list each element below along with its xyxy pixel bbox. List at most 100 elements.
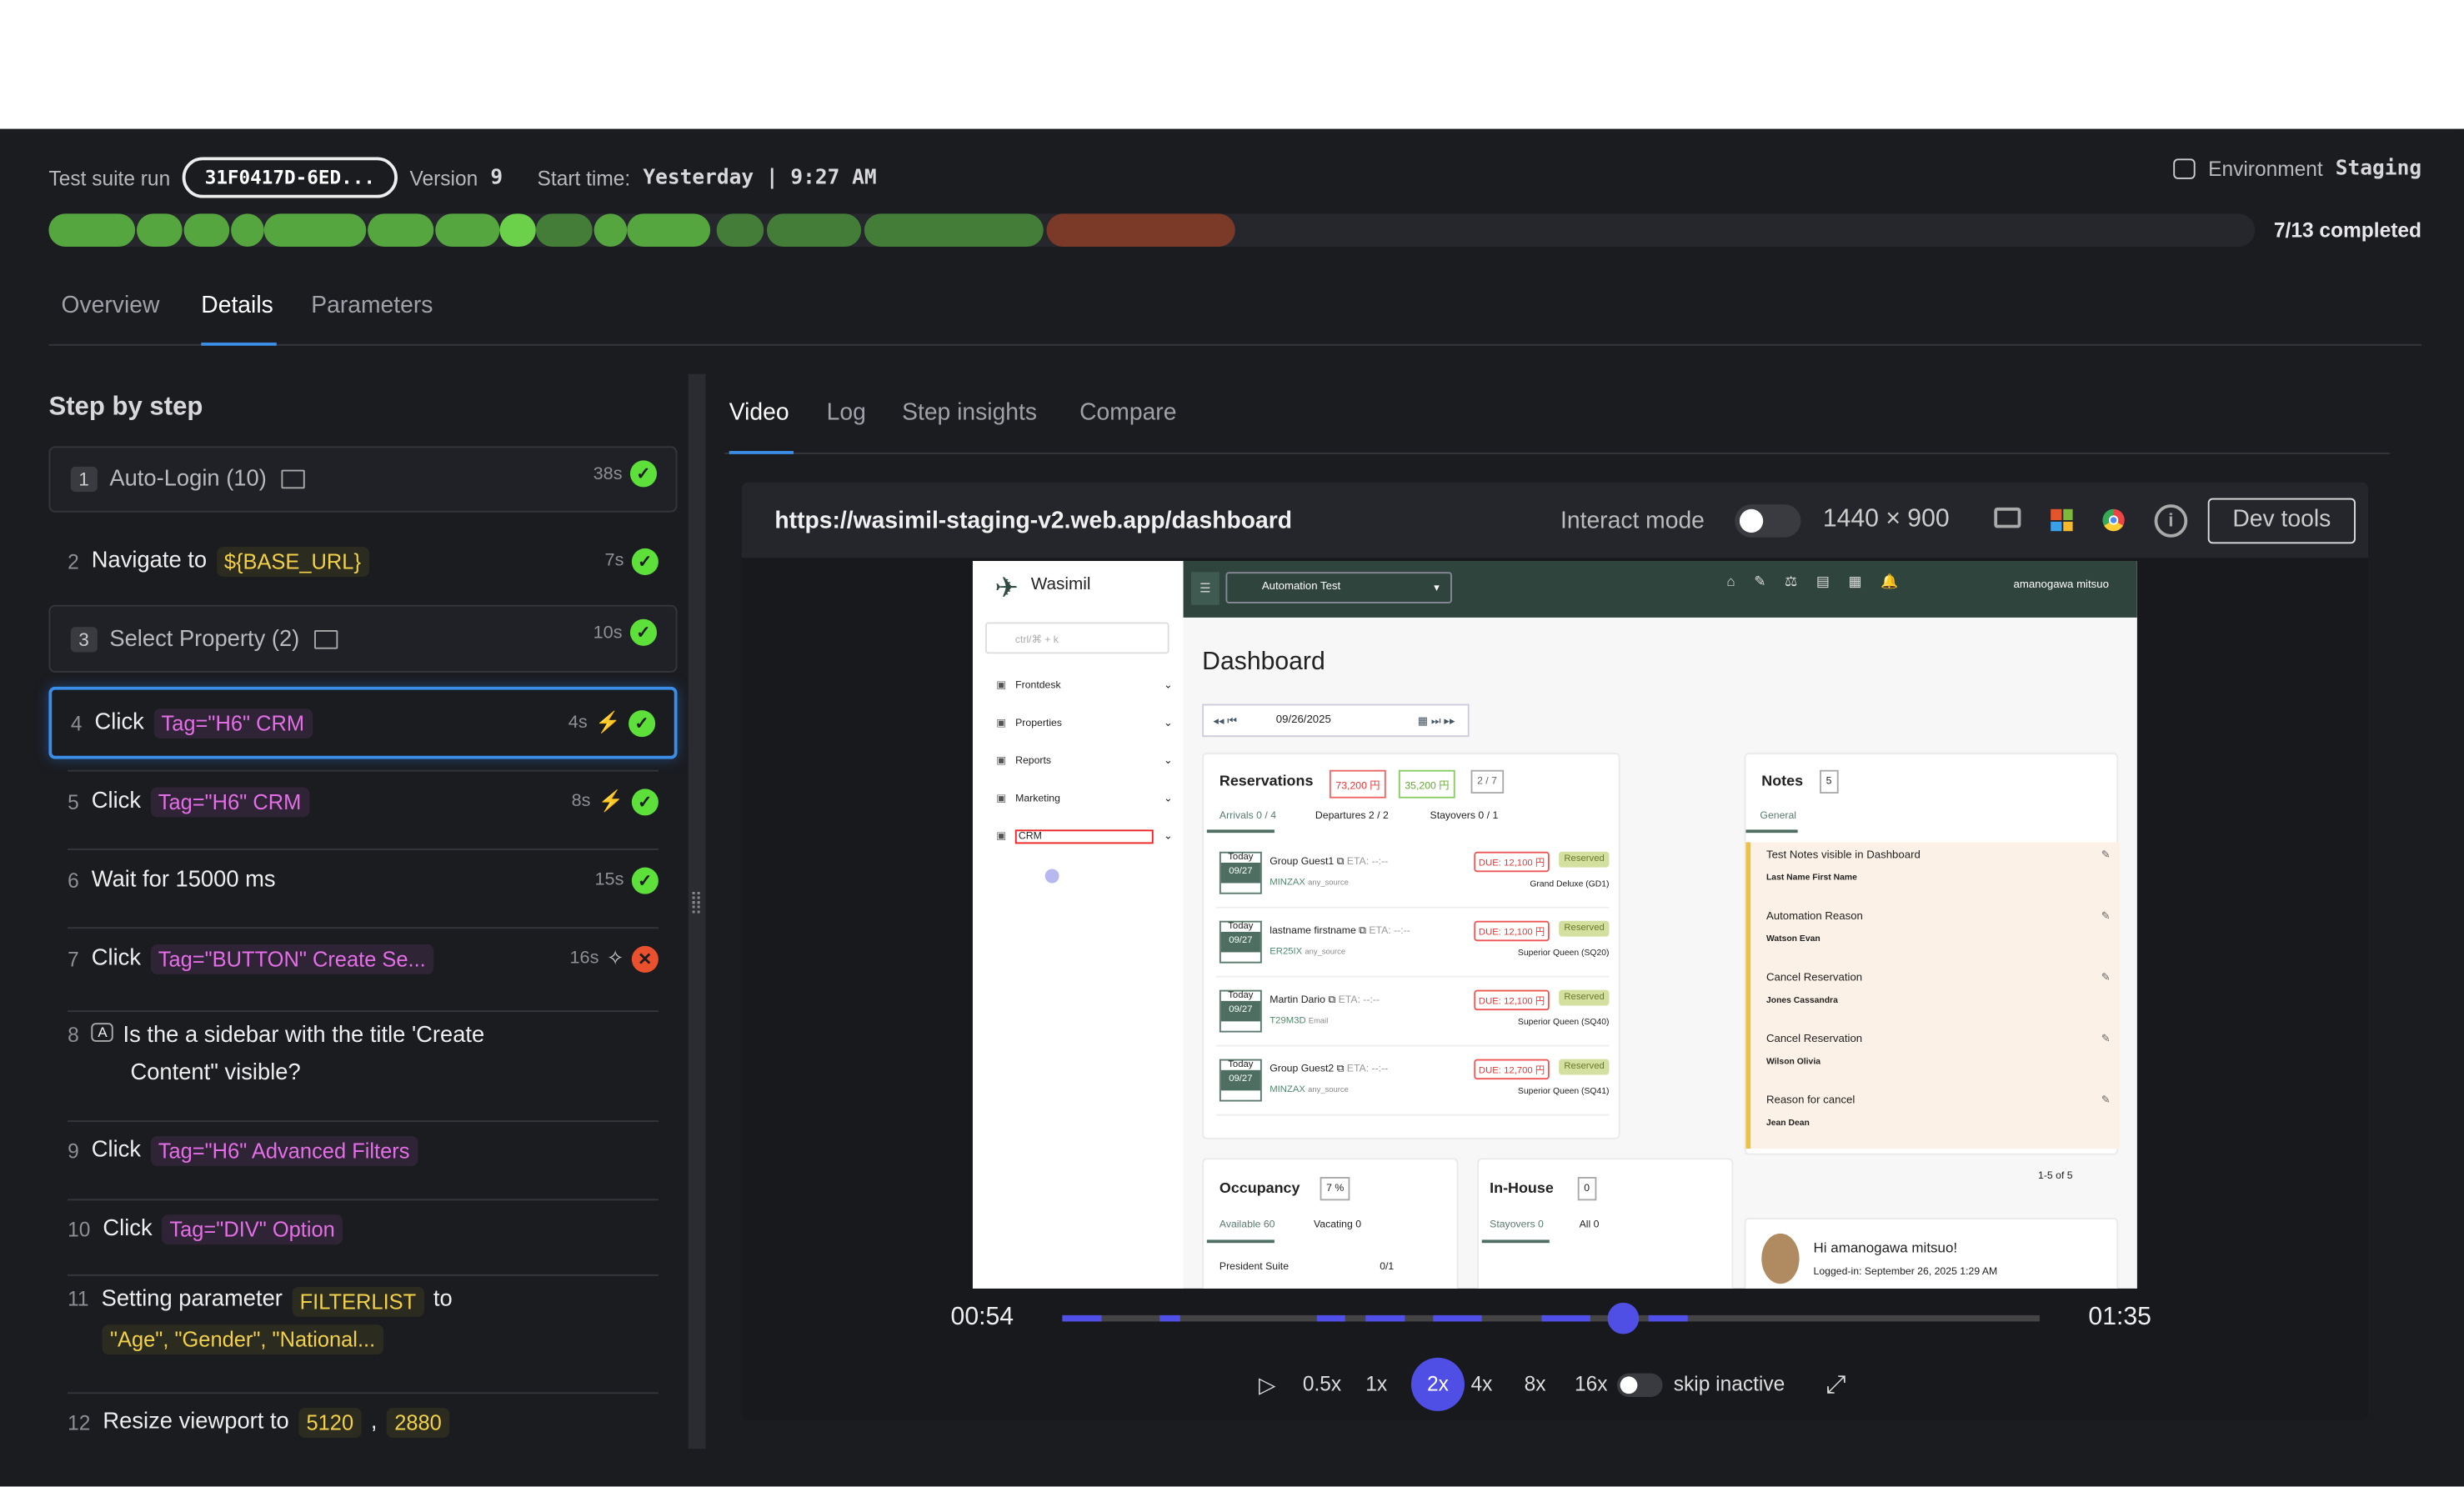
- play-button[interactable]: ▷: [1259, 1371, 1276, 1397]
- reservation-row[interactable]: Today 09/27 Group Guest1 ⧉ ETA: --:-- MIN…: [1216, 841, 1610, 909]
- tab-step-insights[interactable]: Step insights: [902, 398, 1038, 426]
- progress-segment-pass[interactable]: [183, 213, 230, 247]
- tab-stayovers[interactable]: Stayovers 0 / 1: [1430, 810, 1499, 822]
- tab-all[interactable]: All 0: [1579, 1219, 1600, 1231]
- tab-log[interactable]: Log: [826, 398, 866, 426]
- app-user[interactable]: amanogawa mitsuo: [2013, 579, 2109, 591]
- step-row[interactable]: 8 A Is the a sidebar with the title 'Creat…: [48, 1014, 677, 1092]
- run-progress-bar[interactable]: [48, 213, 2256, 247]
- speed-2x[interactable]: 2x: [1410, 1357, 1465, 1411]
- tab-arrivals[interactable]: Arrivals 0 / 4: [1219, 810, 1277, 822]
- step-row[interactable]: 4 Click Tag="H6" CRM 4s ⚡ ✓: [48, 686, 678, 759]
- recorded-app-screenshot[interactable]: ✈ Wasimil ctrl/⌘ + k ▣ Frontdesk ⌄ ▣ Propert…: [972, 561, 2137, 1289]
- reservation-row[interactable]: Today 09/27 lastname firstname ⧉ ETA: --:…: [1216, 910, 1610, 978]
- reservation-row[interactable]: Today 09/27 Martin Dario ⧉ ETA: --:-- T29…: [1216, 979, 1610, 1047]
- skip-inactive-toggle[interactable]: [1616, 1373, 1663, 1397]
- progress-segment-fail[interactable]: [1046, 213, 1235, 247]
- note-item[interactable]: Cancel Reservation Jones Cassandra ✎: [1750, 965, 2120, 1027]
- tab-departures[interactable]: Departures 2 / 2: [1315, 810, 1389, 822]
- step-row[interactable]: 9 Click Tag="H6" Advanced Filters: [48, 1124, 677, 1177]
- speed-16x[interactable]: 16x: [1574, 1371, 1608, 1396]
- guest-name[interactable]: Group Guest1: [1270, 856, 1335, 868]
- speed-1x[interactable]: 1x: [1365, 1371, 1388, 1396]
- suite-id-pill[interactable]: 31F0417D-6ED...: [183, 157, 398, 198]
- tab-available[interactable]: Available 60: [1219, 1219, 1275, 1231]
- tab-parameters[interactable]: Parameters: [311, 292, 433, 319]
- step-row[interactable]: 6 Wait for 15000 ms 15s ✓: [48, 852, 677, 909]
- guest-name[interactable]: lastname firstname: [1270, 925, 1356, 937]
- step-row[interactable]: 12 Resize viewport to 5120, 2880: [48, 1395, 677, 1449]
- tab-compare[interactable]: Compare: [1079, 398, 1177, 426]
- tab-vacating[interactable]: Vacating 0: [1314, 1219, 1362, 1231]
- property-select[interactable]: Automation Test ▾: [1225, 572, 1452, 603]
- app-nav-marketing[interactable]: ▣ Marketing ⌄: [996, 794, 1173, 805]
- tab-details[interactable]: Details: [201, 292, 273, 319]
- progress-segment-pass[interactable]: [593, 213, 628, 247]
- pin-icon[interactable]: ✎: [2101, 972, 2111, 984]
- pass-icon: ✓: [629, 709, 656, 737]
- activity-segment: [1365, 1314, 1405, 1322]
- reservation-row[interactable]: Today 09/27 Group Guest2 ⧉ ETA: --:-- MIN…: [1216, 1048, 1610, 1116]
- step-row[interactable]: 10 Click Tag="DIV" Option: [48, 1202, 677, 1255]
- step-row[interactable]: 7 Click Tag="BUTTON" Create Se... 16s ✧ ✕: [48, 930, 677, 987]
- divider: [68, 849, 659, 850]
- app-search[interactable]: ctrl/⌘ + k: [985, 622, 1169, 654]
- progress-segment-pending-pass[interactable]: [716, 213, 764, 247]
- progress-segment-pass[interactable]: [435, 213, 500, 247]
- topbar-icons[interactable]: ⌂✎⚖▤▦🔔: [1726, 573, 1917, 589]
- progress-segment-current[interactable]: [499, 213, 536, 247]
- speed-0.5x[interactable]: 0.5x: [1302, 1371, 1342, 1396]
- start-value: Yesterday | 9:27 AM: [643, 165, 877, 190]
- progress-segment-pass[interactable]: [263, 213, 367, 247]
- progress-segment-pass[interactable]: [48, 213, 136, 247]
- note-item[interactable]: Automation Reason Watson Evan ✎: [1750, 904, 2120, 965]
- grip-icon[interactable]: ⠿ ⠿: [689, 890, 703, 919]
- pin-icon[interactable]: ✎: [2101, 849, 2111, 862]
- eta: ETA: --:--: [1369, 925, 1410, 937]
- note-item[interactable]: Test Notes visible in Dashboard Last Name…: [1750, 842, 2120, 904]
- eta: ETA: --:--: [1338, 994, 1380, 1006]
- panel-resizer[interactable]: [688, 373, 706, 1449]
- info-icon[interactable]: i: [2154, 504, 2188, 538]
- note-item[interactable]: Reason for cancel Jean Dean ✎: [1750, 1088, 2120, 1149]
- notes-tab-general[interactable]: General: [1760, 810, 1797, 822]
- guest-name[interactable]: Martin Dario: [1270, 994, 1325, 1006]
- tab-video[interactable]: Video: [729, 398, 789, 426]
- progress-segment-pass[interactable]: [137, 213, 183, 247]
- step-row[interactable]: 11 Setting parameter FILTERLIST to "Age", "G…: [48, 1278, 677, 1369]
- pin-icon[interactable]: ✎: [2101, 1034, 2111, 1045]
- progress-segment-pass[interactable]: [368, 213, 434, 247]
- date-label: 09/27: [1220, 931, 1260, 953]
- app-nav-properties[interactable]: ▣ Properties ⌄: [996, 718, 1173, 729]
- app-nav-frontdesk[interactable]: ▣ Frontdesk ⌄: [996, 680, 1173, 692]
- note-title: Reason for cancel: [1765, 1094, 1856, 1107]
- fullscreen-icon[interactable]: ⤢: [1825, 1371, 1846, 1399]
- divider: [68, 927, 659, 929]
- step-row[interactable]: 5 Click Tag="H6" CRM 8s ⚡ ✓: [48, 774, 677, 830]
- progress-segment-pass[interactable]: [627, 213, 711, 247]
- progress-segment-pending-pass[interactable]: [535, 213, 593, 247]
- pin-icon[interactable]: ✎: [2101, 1094, 2111, 1107]
- scrubber-handle[interactable]: [1607, 1302, 1640, 1334]
- step-row[interactable]: 1 Auto-Login (10) 38s ✓: [48, 446, 678, 513]
- step-row[interactable]: 2 Navigate to ${BASE_URL} 7s ✓: [48, 534, 677, 588]
- step-row[interactable]: 3 Select Property (2) 10s ✓: [48, 604, 678, 673]
- progress-segment-pass[interactable]: [231, 213, 264, 247]
- app-nav-reports[interactable]: ▣ Reports ⌄: [996, 755, 1173, 767]
- tab-stayovers[interactable]: Stayovers 0: [1490, 1219, 1544, 1231]
- speed-8x[interactable]: 8x: [1524, 1371, 1546, 1396]
- guest-name[interactable]: Group Guest2: [1270, 1064, 1335, 1075]
- app-topbar: ☰ Automation Test ▾ amanogawa mitsuo ⌂✎⚖▤…: [1183, 561, 2137, 618]
- dev-tools-button[interactable]: Dev tools: [2207, 498, 2356, 544]
- video-scrubber[interactable]: [1062, 1302, 2040, 1334]
- progress-segment-pending-pass[interactable]: [766, 213, 862, 247]
- progress-segment-pending-pass[interactable]: [864, 213, 1044, 247]
- menu-collapse-icon[interactable]: ☰: [1190, 572, 1219, 605]
- pin-icon[interactable]: ✎: [2101, 911, 2111, 923]
- speed-4x[interactable]: 4x: [1470, 1371, 1493, 1396]
- tab-overview[interactable]: Overview: [61, 292, 160, 319]
- interact-mode-toggle[interactable]: [1735, 504, 1801, 538]
- app-nav-crm[interactable]: ▣ CRM ⌄: [996, 829, 1173, 844]
- date-navigator[interactable]: ◂◂ ⏮ 09/26/2025 ▦ ⏭ ▸▸: [1202, 703, 1470, 738]
- note-item[interactable]: Cancel Reservation Wilson Olivia ✎: [1750, 1026, 2120, 1088]
